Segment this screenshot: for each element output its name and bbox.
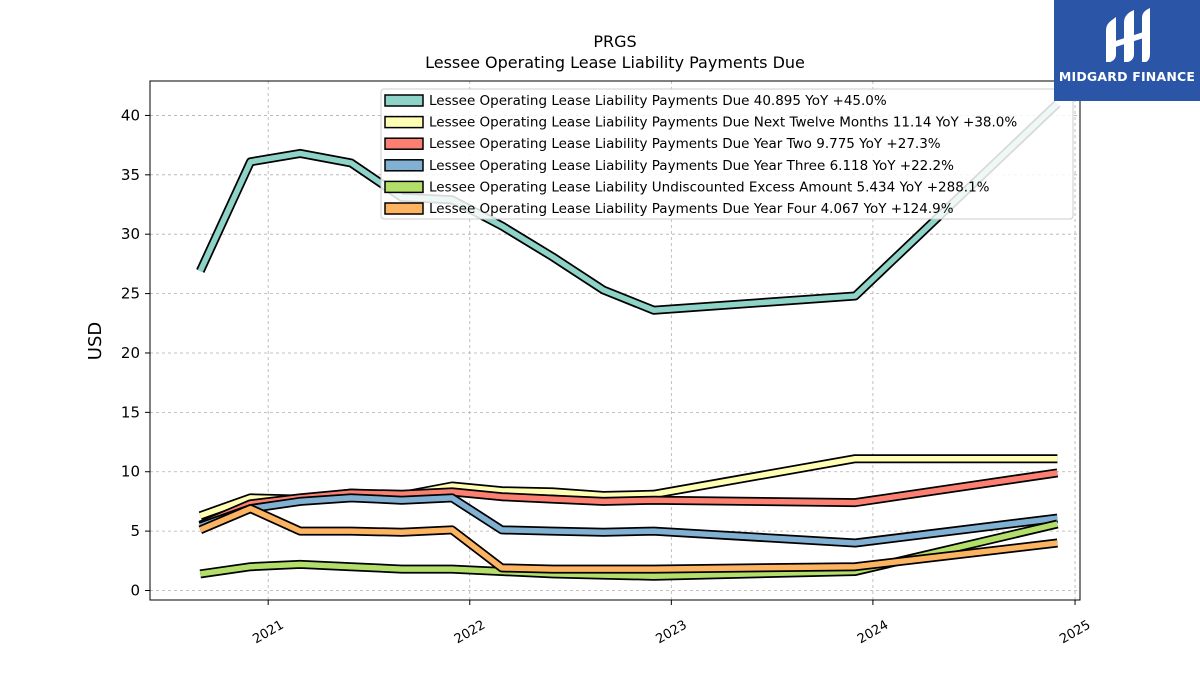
logo-mark-icon	[1106, 8, 1150, 62]
y-tick-label: 35	[121, 166, 140, 184]
y-tick-label: 15	[121, 403, 140, 421]
series-line-outline	[198, 454, 1058, 520]
legend-box	[380, 88, 1074, 220]
series-line-6	[198, 504, 1058, 574]
x-tick-label: 2022	[452, 618, 488, 648]
y-tick-label: 25	[121, 285, 140, 303]
x-tick-label: 2021	[250, 618, 286, 648]
y-tick-label: 20	[121, 344, 140, 362]
y-tick-label: 5	[130, 522, 140, 540]
logo-text: MIDGARD FINANCE	[1058, 69, 1196, 84]
x-tick-label: 2023	[654, 618, 690, 648]
legend-swatch	[384, 94, 424, 107]
brand-logo: MIDGARD FINANCE	[1054, 0, 1200, 101]
legend-swatch	[384, 159, 424, 172]
legend-entry: Lessee Operating Lease Liability Undisco…	[429, 179, 990, 195]
x-tick-label: 2025	[1057, 618, 1093, 648]
legend-entry: Lessee Operating Lease Liability Payment…	[429, 158, 954, 174]
x-axis: 2021 2022 2023 2024 2025	[250, 600, 1093, 647]
series-line-4	[198, 493, 1058, 548]
series-line-5	[199, 519, 1059, 581]
series-line-stroke	[199, 505, 1058, 572]
legend-entry: Lessee Operating Lease Liability Payment…	[429, 115, 1017, 131]
legend-swatch	[384, 202, 424, 215]
y-tick-label: 10	[121, 463, 140, 481]
series-line-stroke	[199, 521, 1059, 579]
chart-subtitle: Lessee Operating Lease Liability Payment…	[425, 53, 805, 72]
plot-frame	[149, 80, 1081, 601]
y-tick-label: 30	[121, 225, 140, 243]
y-axis-label: USD	[85, 322, 106, 360]
legend-swatch	[384, 137, 424, 150]
x-tick-label: 2024	[855, 618, 891, 648]
series-line-2	[198, 454, 1058, 520]
legend: Lessee Operating Lease Liability Payment…	[380, 88, 1074, 220]
legend-entry: Lessee Operating Lease Liability Payment…	[429, 201, 954, 217]
y-tick-label: 0	[130, 581, 140, 599]
legend-entry: Lessee Operating Lease Liability Payment…	[429, 93, 887, 109]
chart-title: PRGS	[593, 32, 636, 51]
legend-swatch	[384, 115, 424, 129]
y-tick-label: 40	[121, 106, 140, 124]
legend-swatch	[384, 180, 424, 194]
legend-entry: Lessee Operating Lease Liability Payment…	[429, 136, 941, 152]
series-line-stroke	[199, 495, 1058, 546]
y-axis: 0 5 10 15 20 25 30 35 40	[121, 106, 150, 599]
series-line-stroke	[199, 455, 1058, 519]
